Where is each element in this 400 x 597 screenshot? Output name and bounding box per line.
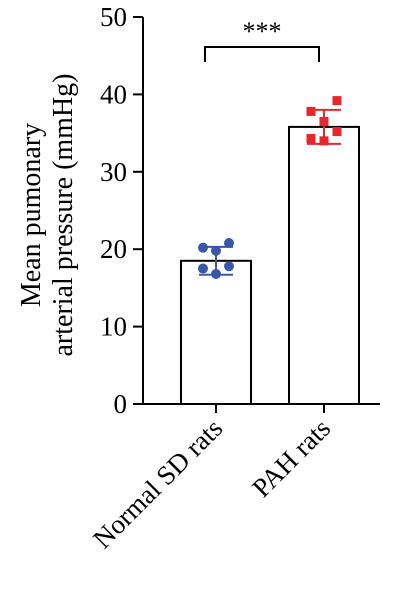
point-1-1 xyxy=(306,106,316,116)
y-axis-title-line-1: arterial pressure (mmHg) xyxy=(48,74,79,357)
significance-bracket: *** xyxy=(204,17,320,62)
point-0-4 xyxy=(198,263,208,274)
point-0-1 xyxy=(198,242,208,253)
x-tick-label-1: PAH rats xyxy=(246,413,336,503)
point-1-2 xyxy=(319,116,329,126)
y-tick-label-40: 40 xyxy=(100,79,127,109)
point-0-5 xyxy=(211,268,221,279)
y-tick-label-50: 50 xyxy=(100,2,127,32)
y-tick-label-20: 20 xyxy=(100,234,127,264)
y-axis-title-line-0: Mean pumonary xyxy=(16,123,47,307)
x-tick-labels: Normal SD rats PAH rats xyxy=(87,413,336,554)
axes: 0 10 20 30 40 50 xyxy=(100,2,380,419)
y-axis-title: Mean pumonaryarterial pressure (mmHg) xyxy=(16,74,79,357)
y-tick-label-0: 0 xyxy=(114,389,128,419)
point-1-0 xyxy=(332,96,342,106)
significance-bracket-line xyxy=(204,46,320,62)
bar-1 xyxy=(288,125,360,406)
point-0-3 xyxy=(224,261,234,272)
bar-0 xyxy=(180,259,252,405)
x-tick-label-0: Normal SD rats xyxy=(87,413,228,554)
bars xyxy=(180,125,360,406)
point-0-2 xyxy=(211,245,221,256)
y-tick-label-30: 30 xyxy=(100,157,127,187)
point-1-4 xyxy=(306,134,316,144)
point-1-5 xyxy=(319,136,329,146)
significance-label: *** xyxy=(243,17,282,46)
data-points xyxy=(198,96,342,279)
point-0-0 xyxy=(224,238,234,249)
y-tick-label-10: 10 xyxy=(100,312,127,342)
y-axis-title-text: Mean pumonaryarterial pressure (mmHg) xyxy=(16,74,79,357)
point-1-3 xyxy=(332,127,342,137)
